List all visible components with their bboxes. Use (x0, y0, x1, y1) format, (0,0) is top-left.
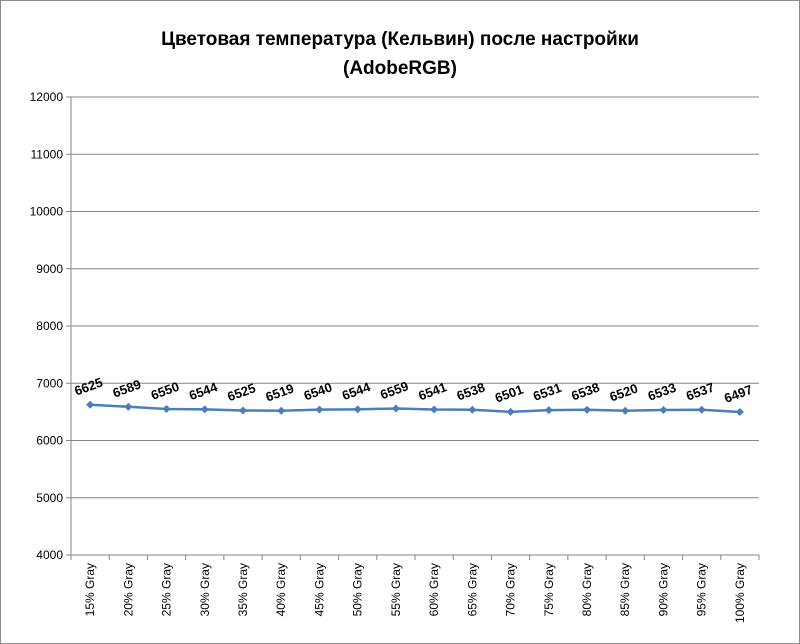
gridlines (71, 96, 759, 499)
chart-title: Цветовая температура (Кельвин) после нас… (161, 29, 639, 50)
y-tick-label: 11000 (31, 147, 64, 161)
data-point (86, 400, 95, 409)
data-label: 6625 (72, 374, 104, 398)
data-label: 6589 (111, 377, 143, 401)
data-point (315, 405, 324, 414)
data-point (124, 402, 133, 411)
data-point (697, 405, 706, 414)
data-point (506, 407, 515, 416)
y-tick-label: 10000 (30, 205, 64, 219)
x-tick-label: 90% Gray (656, 563, 670, 616)
data-point (162, 405, 171, 414)
x-tick-label: 85% Gray (618, 563, 632, 616)
x-tick-label: 35% Gray (236, 563, 250, 616)
series-line (90, 403, 740, 414)
data-labels: 6625 6589 6550 6544 6525 6519 6540 6544 6559 6541… (72, 374, 754, 405)
x-tick-label: 80% Gray (580, 563, 594, 616)
x-tick-label: 60% Gray (427, 563, 441, 616)
series (86, 400, 744, 417)
x-tick-label: 70% Gray (504, 563, 518, 616)
data-label: 6544 (187, 379, 220, 403)
data-point (391, 404, 400, 413)
data-label: 6550 (149, 379, 181, 403)
data-label: 6519 (264, 381, 296, 405)
data-point (468, 405, 477, 414)
data-point (200, 405, 209, 414)
data-label: 6501 (493, 382, 525, 406)
x-tick-label: 95% Gray (695, 563, 709, 616)
x-tick-label: 25% Gray (160, 563, 174, 616)
x-tick-label: 40% Gray (274, 563, 288, 616)
data-point (239, 406, 247, 415)
chart-subtitle: (AdobeRGB) (343, 58, 457, 79)
data-point (544, 406, 553, 415)
data-label: 6497 (722, 382, 754, 406)
data-point (735, 408, 744, 417)
x-tick-label: 55% Gray (389, 563, 403, 616)
y-axis-tick-labels: 4000 5000 6000 7000 8000 9000 10000 11000 12000 (30, 90, 64, 562)
data-label: 6559 (378, 378, 410, 402)
x-tick-label: 100% Gray (733, 563, 747, 623)
y-tick-label: 9000 (36, 262, 63, 276)
data-point (583, 405, 591, 414)
x-axis-tick-labels: 15% Gray 20% Gray 25% Gray 30% Gray 35% Gray… (83, 563, 747, 623)
x-tick-label: 50% Gray (351, 563, 365, 616)
data-point (621, 406, 630, 415)
chart-title-block: Цветовая температура (Кельвин) после нас… (1, 25, 799, 83)
x-tick-label: 20% Gray (121, 563, 135, 616)
data-point (277, 406, 286, 415)
y-tick-label: 7000 (36, 376, 63, 390)
y-tick-label: 6000 (36, 434, 63, 448)
data-label: 6544 (340, 379, 373, 403)
y-tick-label: 5000 (36, 491, 63, 505)
data-label: 6520 (608, 381, 640, 405)
x-tick-label: 15% Gray (83, 563, 97, 616)
y-tick-label: 8000 (36, 319, 63, 333)
x-tick-label: 45% Gray (312, 563, 326, 616)
axes (66, 96, 760, 560)
data-point (659, 405, 668, 414)
data-point (353, 405, 362, 414)
x-tick-label: 75% Gray (542, 563, 556, 616)
y-tick-label: 12000 (30, 90, 64, 104)
data-label: 6525 (225, 380, 257, 404)
x-tick-label: 30% Gray (198, 563, 212, 616)
y-tick-label: 4000 (36, 548, 63, 562)
data-point (430, 405, 439, 414)
x-tick-label: 65% Gray (465, 563, 479, 616)
